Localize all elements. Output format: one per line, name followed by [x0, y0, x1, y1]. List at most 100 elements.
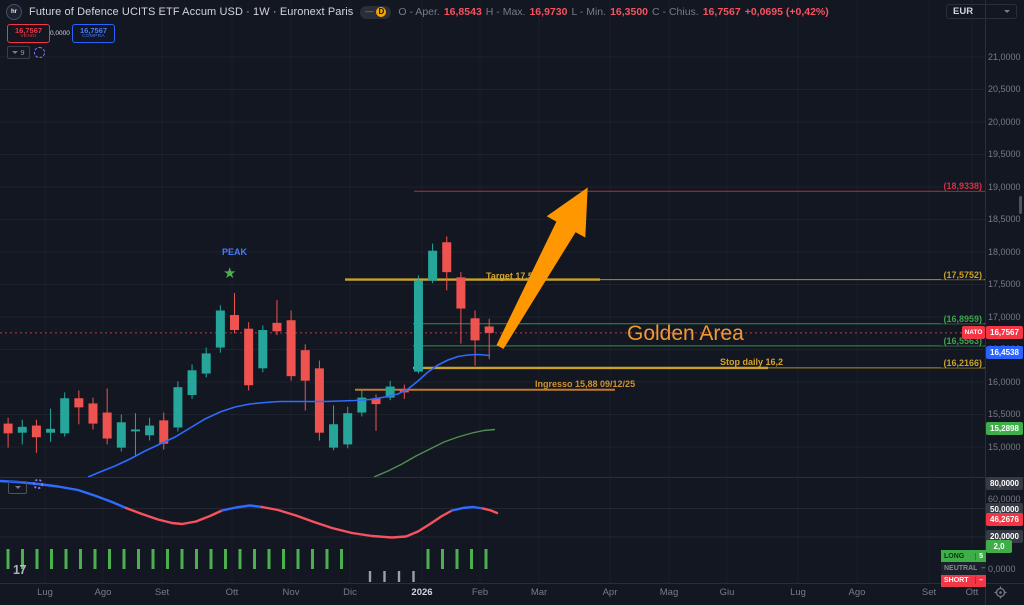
candle	[230, 315, 239, 330]
star-icon[interactable]: ★	[223, 265, 237, 282]
scale-scrollbar-thumb[interactable]	[1019, 196, 1022, 214]
signal-bar-long	[195, 549, 198, 569]
sell-price: 16,7567	[14, 25, 43, 35]
sync-spinner-icon[interactable]	[34, 47, 45, 58]
signal-bar-long	[296, 549, 300, 569]
candle	[159, 420, 169, 444]
candle	[3, 423, 13, 434]
price-tick: 16,0000	[988, 376, 1021, 387]
arrow-up-drawing[interactable]	[496, 187, 588, 349]
time-axis-label: Nov	[282, 587, 300, 598]
oscillator-line	[0, 479, 128, 510]
time-axis-label: Lug	[37, 587, 53, 598]
signal-legend-row-neutral: NEUTRAL –	[941, 562, 986, 575]
price-tick: 15,5000	[988, 409, 1021, 419]
candle	[413, 280, 423, 372]
ma-blue-line	[87, 353, 491, 478]
price-value-chip: 46,2676	[986, 512, 1023, 526]
entry-line-label[interactable]: Ingresso 15,88 09/12/25	[535, 379, 636, 389]
price-tick: 17,5000	[988, 279, 1021, 289]
candle	[258, 330, 268, 369]
time-axis-label: Apr	[602, 587, 618, 598]
delayed-data-badge: D	[376, 7, 387, 17]
signal-bar-long	[79, 549, 82, 569]
candle	[470, 318, 480, 341]
market-status-pill[interactable]: — D	[360, 5, 392, 19]
signal-bar-long	[470, 549, 473, 569]
candle	[17, 426, 27, 433]
time-axis-label: Ago	[94, 587, 112, 598]
price-tick: 19,5000	[988, 149, 1021, 159]
candle	[329, 424, 339, 448]
signal-bar-neutral	[368, 571, 372, 582]
target-line-label[interactable]: Target 17,5	[486, 271, 533, 281]
signal-bar-long	[122, 549, 126, 569]
high-label: H - Max.	[485, 6, 526, 18]
price-tick: 18,0000	[988, 246, 1021, 257]
candle	[46, 428, 56, 433]
peak-annotation[interactable]: PEAK	[222, 247, 248, 257]
low-label: L - Min.	[571, 6, 607, 18]
symbol-logo-icon: hr	[6, 4, 22, 20]
signal-bar-neutral	[383, 571, 386, 582]
low-value: 16,3500	[610, 6, 649, 18]
signal-bar-long	[325, 549, 329, 569]
time-axis-label: Dic	[343, 587, 357, 598]
price-value-chip: 2,0	[986, 539, 1012, 553]
signal-bar-long	[64, 549, 68, 569]
buy-price: 16,7567	[79, 25, 108, 35]
signal-bar-long	[21, 549, 24, 569]
open-label: O - Aper.	[398, 6, 440, 18]
golden-area-annotation[interactable]: Golden Area	[627, 322, 744, 345]
time-axis-label: Feb	[471, 587, 489, 598]
level-price-label: (16,2166)	[941, 357, 984, 368]
signal-bar-long	[93, 549, 97, 569]
nato-alert-chip: NATO	[962, 326, 985, 340]
stop-line-label[interactable]: Stop daily 16,2	[720, 357, 784, 367]
level-price-label: (18,9338)	[941, 181, 984, 192]
change-value: +0,0695 (+0,42%)	[744, 6, 829, 18]
price-value-chip: 15,2898	[986, 421, 1023, 435]
candle	[456, 277, 466, 309]
timezone-settings-gear-icon[interactable]	[994, 586, 1007, 599]
countdown-value: 9	[20, 48, 25, 57]
oscillator-line	[124, 506, 224, 526]
price-tick: 18,5000	[988, 214, 1021, 224]
candle	[484, 326, 494, 333]
oscillator-line	[450, 505, 485, 512]
indicator-tick: 0,0000	[988, 563, 1016, 574]
tradingview-logo-icon: 17	[13, 563, 26, 577]
candle	[201, 353, 211, 374]
currency-selector[interactable]: EUR	[946, 4, 1017, 19]
signal-bar-long	[238, 549, 242, 569]
time-axis-label: Set	[154, 587, 170, 598]
candle	[343, 413, 353, 445]
candle	[314, 368, 324, 433]
signal-bar-long	[311, 549, 314, 569]
signal-count: –	[975, 577, 983, 585]
chevron-down-icon	[12, 51, 19, 54]
time-axis-label: Mag	[659, 587, 679, 598]
time-axis-label: Giu	[719, 587, 735, 598]
candle	[187, 370, 197, 395]
sell-button[interactable]: 16,7567 VENDI	[7, 24, 50, 43]
symbol-title[interactable]: Future of Defence UCITS ETF Accum USD · …	[29, 6, 354, 18]
pane-collapse-button[interactable]	[8, 481, 27, 494]
sell-label: VENDI	[20, 34, 37, 40]
time-axis-label: Ott	[965, 587, 979, 598]
currency-value: EUR	[953, 6, 974, 17]
signal-bar-long	[180, 549, 184, 569]
candle-countdown-dropdown[interactable]: 9	[7, 46, 30, 59]
high-value: 16,9730	[529, 6, 568, 18]
time-axis-label: 2026	[411, 587, 433, 598]
chevron-down-icon	[14, 486, 21, 489]
oscillator-line	[260, 505, 454, 539]
signal-bar-long	[455, 549, 459, 569]
buy-button[interactable]: 16,7567 COMPRA	[72, 24, 115, 43]
oscillator-line	[220, 504, 264, 512]
signal-bar-long	[35, 549, 39, 569]
signal-legend-row-short: SHORT –	[941, 574, 986, 588]
signal-bar-long	[108, 549, 111, 569]
